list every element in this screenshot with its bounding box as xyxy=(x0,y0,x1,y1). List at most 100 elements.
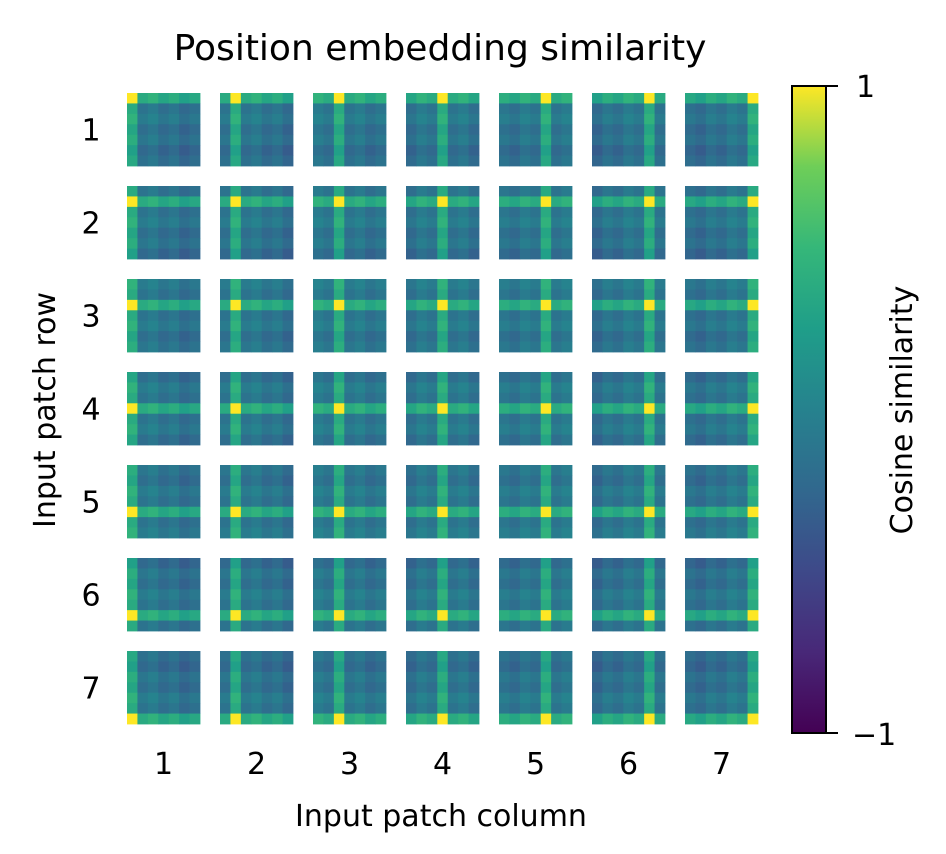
heatmap-cell xyxy=(592,703,603,714)
heatmap-cell xyxy=(323,692,335,704)
heatmap-cell xyxy=(530,589,542,601)
heatmap-cell xyxy=(592,124,603,136)
heatmap-cell xyxy=(416,227,428,239)
heatmap-cell xyxy=(375,93,387,104)
heatmap-cell xyxy=(633,661,645,673)
heatmap-cell xyxy=(251,196,263,208)
heatmap-cell xyxy=(737,703,748,714)
heatmap-cell xyxy=(519,310,531,322)
heatmap-cell xyxy=(519,506,531,518)
heatmap-cell xyxy=(509,620,521,632)
heatmap-cell xyxy=(323,589,335,601)
heatmap-cell xyxy=(179,186,190,197)
heatmap-cell xyxy=(530,341,542,353)
heatmap-cell xyxy=(447,227,459,239)
heatmap-cell xyxy=(251,527,263,539)
heatmap-cell xyxy=(499,558,510,569)
heatmap-cell xyxy=(137,382,149,394)
heatmap-cell xyxy=(137,289,149,301)
heatmap-cell xyxy=(695,527,707,539)
heatmap-cell xyxy=(354,103,366,115)
heatmap-cell xyxy=(168,517,180,528)
heatmap-cell xyxy=(240,341,252,353)
heatmap-cell xyxy=(189,341,201,353)
heatmap-cell xyxy=(644,299,655,311)
heatmap-cell xyxy=(313,320,324,332)
heatmap-cell xyxy=(561,558,573,569)
heatmap-cell xyxy=(509,517,521,528)
heatmap-cell xyxy=(695,382,707,394)
heatmap-cell xyxy=(282,155,294,167)
heatmap-cell xyxy=(437,372,449,383)
heatmap-cell xyxy=(623,651,635,662)
colorbar: 1 −1 Cosine similarity xyxy=(791,70,920,753)
heatmap-cell xyxy=(499,620,510,632)
heatmap-cell xyxy=(747,155,759,167)
heatmap-cell xyxy=(261,692,273,704)
heatmap-cell xyxy=(416,651,428,662)
heatmap-cell xyxy=(612,248,624,260)
heatmap-cell xyxy=(344,651,356,662)
heatmap-cell xyxy=(168,496,180,508)
heatmap-cell xyxy=(644,186,655,197)
heatmap-cell xyxy=(519,196,531,208)
heatmap-cell xyxy=(716,661,728,673)
heatmap-cell xyxy=(406,331,417,342)
heatmap-cell xyxy=(313,382,324,394)
heatmap-cell xyxy=(251,310,263,322)
heatmap-cell xyxy=(137,703,149,714)
heatmap-cell xyxy=(251,589,263,601)
heatmap-cell xyxy=(333,155,345,167)
heatmap-cell xyxy=(737,206,748,218)
heatmap-cell xyxy=(747,186,759,197)
heatmap-cell xyxy=(509,496,521,508)
heatmap-cell xyxy=(468,124,480,136)
heatmap-cell xyxy=(230,392,242,404)
heatmap-cell xyxy=(540,238,552,249)
heatmap-cell xyxy=(561,196,573,208)
heatmap-cell xyxy=(561,331,573,342)
heatmap-cell xyxy=(644,692,655,704)
heatmap-cell xyxy=(592,155,603,167)
heatmap-cell xyxy=(705,703,717,714)
heatmap-cell xyxy=(168,320,180,332)
heatmap-cell xyxy=(127,424,138,435)
heatmap-cell xyxy=(240,320,252,332)
heatmap-cell xyxy=(540,279,552,290)
heatmap-cell xyxy=(240,392,252,404)
heatmap-cell xyxy=(633,103,645,115)
heatmap-cell xyxy=(189,485,201,497)
heatmap-cell xyxy=(551,206,562,218)
heatmap-cell xyxy=(644,289,655,301)
heatmap-cell xyxy=(179,434,190,446)
heatmap-cell xyxy=(592,496,603,508)
heatmap-cell xyxy=(561,589,573,601)
heatmap-cell xyxy=(158,558,170,569)
heatmap-cell xyxy=(365,517,376,528)
heatmap-cell xyxy=(602,227,614,239)
heatmap-cell xyxy=(685,196,696,208)
heatmap-cell xyxy=(158,310,170,322)
heatmap-cell xyxy=(447,610,459,621)
heatmap-cell xyxy=(602,392,614,404)
heatmap-cell xyxy=(147,93,159,104)
heatmap-cell xyxy=(592,671,603,683)
heatmap-cell xyxy=(726,703,738,714)
heatmap-cell xyxy=(354,155,366,167)
heatmap-cell xyxy=(416,289,428,301)
heatmap-cell xyxy=(499,248,510,260)
heatmap-cell xyxy=(416,217,428,229)
heatmap-cell xyxy=(406,610,417,621)
heatmap-cell xyxy=(705,413,717,425)
heatmap-cell xyxy=(561,93,573,104)
heatmap-cell xyxy=(644,424,655,435)
heatmap-cell xyxy=(468,703,480,714)
heatmap-cell xyxy=(644,217,655,229)
heatmap-cell xyxy=(458,434,469,446)
heatmap-cell xyxy=(654,434,666,446)
heatmap-cell xyxy=(406,310,417,322)
heatmap-cell xyxy=(468,713,480,725)
heatmap-cell xyxy=(406,206,417,218)
heatmap-cell xyxy=(426,392,438,404)
heatmap-cell xyxy=(633,527,645,539)
